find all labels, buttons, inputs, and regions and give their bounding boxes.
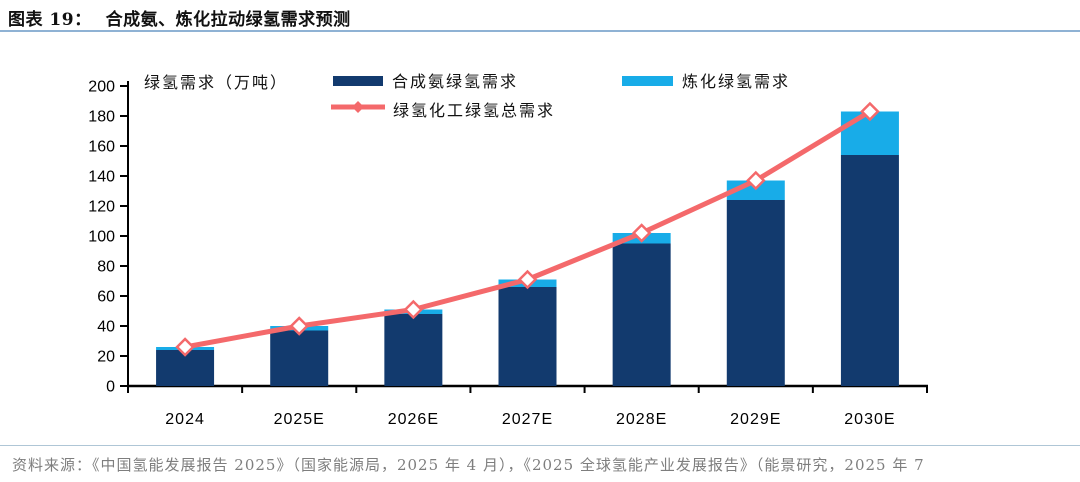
y-tick-label: 200 [88,79,115,96]
y-tick-label: 100 [88,229,115,246]
legend-ammonia-swatch [333,76,383,86]
figure-title-text: 合成氨、炼化拉动绿氢需求预测 [105,10,351,30]
legend-line-swatch [331,101,385,113]
y-tick-label: 120 [88,199,115,216]
x-category-label: 2028E [616,411,667,428]
x-category-label: 2027E [502,411,553,428]
x-category-label: 2029E [730,411,781,428]
bar-ammonia-2026E [384,314,443,386]
legend-ammonia-label: 合成氨绿氢需求 [392,72,519,91]
x-category-label: 2024 [165,411,205,428]
y-tick-label: 20 [97,349,115,366]
total-marker-2030E [860,101,880,122]
y-tick-label: 160 [88,139,115,156]
bar-ammonia-2025E [270,330,329,386]
bar-ammonia-2030E [840,155,899,386]
legend-refining-label: 炼化绿氢需求 [682,72,791,91]
figure-title: 图表 19： 合成氨、炼化拉动绿氢需求预测 [8,5,351,30]
y-axis-unit-label: 绿氢需求（万吨） [144,73,289,92]
footer-divider [0,445,1080,446]
source-note: 资料来源：《中国氢能发展报告 2025》（国家能源局，2025 年 4 月），《… [12,456,925,474]
bar-ammonia-2028E [612,243,671,386]
total-marker-2029E [746,170,766,191]
figure-number: 图表 19： [8,10,92,30]
total-marker-2025E [289,316,309,336]
legend-refining-swatch [622,76,673,86]
total-marker-2027E [517,269,538,290]
legend-diamond-marker [352,101,364,113]
title-underline [0,30,1080,32]
x-category-label: 2030E [844,411,895,428]
y-tick-label: 60 [97,289,115,306]
total-marker-2028E [631,223,652,243]
x-category-label: 2026E [388,411,439,428]
y-tick-label: 40 [97,319,115,336]
x-category-label: 2025E [274,411,325,428]
bar-ammonia-2029E [726,200,785,386]
chart-area: 0 20 40 60 80 100 120 140 160 180 200 2024 2025E 2026… [88,72,928,428]
legend-total-line-label: 绿氢化工绿氢总需求 [393,101,556,120]
y-tick-label: 0 [106,379,115,396]
figure-title-bar: 图表 19： 合成氨、炼化拉动绿氢需求预测 [0,0,1080,32]
y-tick-label: 140 [88,169,115,186]
bar-ammonia-2027E [498,287,557,386]
demand-chart: 0 20 40 60 80 100 120 140 160 180 200 2024 2025E 2026… [88,79,928,428]
total-marker-2024 [175,337,195,357]
y-tick-label: 180 [88,109,115,126]
total-marker-2026E [403,299,424,320]
y-tick-label: 80 [97,259,115,276]
